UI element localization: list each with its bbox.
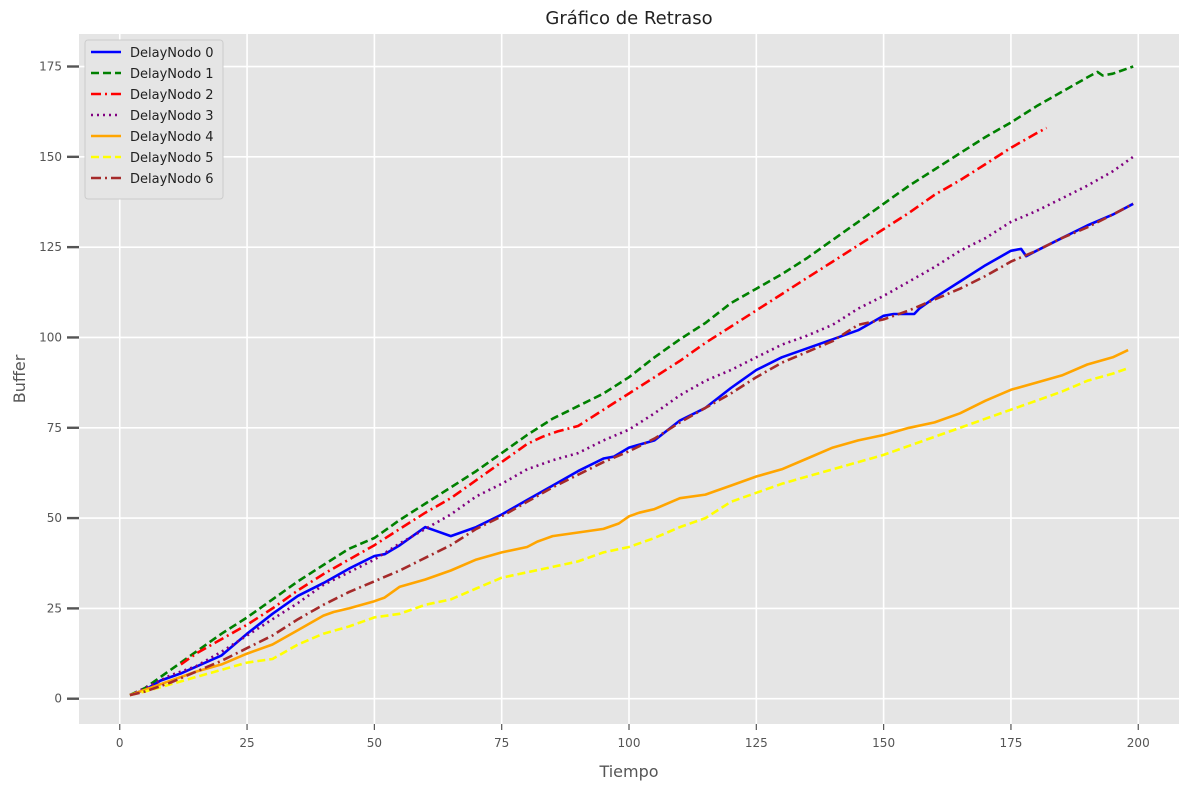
- series-line-3: [129, 155, 1134, 697]
- chart-title: Gráfico de Retraso: [545, 8, 712, 29]
- y-axis: 0 25 50 75 100 125 150 175: [39, 60, 79, 706]
- legend-label-2: DelayNodo 2: [130, 88, 214, 103]
- x-tick-label: 25: [239, 736, 254, 750]
- y-tick-label: 150: [39, 150, 62, 164]
- x-tick-label: 200: [1127, 736, 1150, 750]
- series-line-6: [129, 202, 1134, 697]
- y-tick-label: 125: [39, 240, 62, 254]
- y-tick-label: 100: [39, 330, 62, 344]
- legend-label-1: DelayNodo 1: [130, 67, 214, 82]
- y-tick-label: 75: [47, 421, 62, 435]
- y-tick-label: 175: [39, 60, 62, 74]
- x-tick-label: 100: [618, 736, 641, 750]
- series-line-2: [180, 126, 1048, 666]
- legend-label-5: DelayNodo 5: [130, 151, 214, 166]
- legend-box: [84, 39, 224, 200]
- series-line-1: [129, 65, 1134, 697]
- x-axis: 0 25 50 75 100 125 150 175 200: [116, 724, 1150, 750]
- x-tick-label: 175: [999, 736, 1022, 750]
- series-line-4: [129, 348, 1129, 697]
- x-tick-label: 0: [116, 736, 124, 750]
- y-tick-label: 0: [54, 692, 62, 706]
- x-tick-label: 125: [745, 736, 768, 750]
- legend-label-3: DelayNodo 3: [130, 109, 214, 124]
- legend: DelayNodo 0 DelayNodo 1 DelayNodo 2 DelayNo…: [84, 39, 224, 200]
- legend-label-0: DelayNodo 0: [130, 46, 214, 61]
- series-line-5: [129, 366, 1129, 697]
- legend-label-4: DelayNodo 4: [130, 130, 214, 145]
- x-axis-label: Tiempo: [598, 762, 658, 781]
- x-tick-label: 150: [872, 736, 895, 750]
- y-tick-label: 25: [47, 601, 62, 615]
- grid-lines: [79, 34, 1179, 724]
- series-line-0: [129, 202, 1134, 697]
- y-tick-label: 50: [47, 511, 62, 525]
- legend-label-6: DelayNodo 6: [130, 172, 214, 187]
- series-layer: [129, 65, 1134, 697]
- y-axis-label: Buffer: [10, 354, 29, 403]
- x-tick-label: 50: [367, 736, 382, 750]
- x-tick-label: 75: [494, 736, 509, 750]
